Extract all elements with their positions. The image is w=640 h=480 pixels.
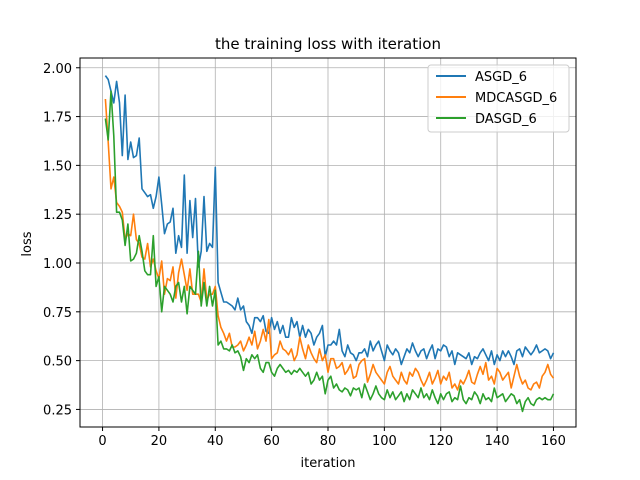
- x-tick-label: 160: [541, 434, 566, 449]
- x-axis: 0 20 40 60 80 100 120 140 160: [98, 427, 566, 449]
- legend-label-mdcasgd: MDCASGD_6: [475, 91, 557, 106]
- series-line-asgd-6: [104, 75, 555, 366]
- x-tick-label: 20: [151, 434, 168, 449]
- x-tick-label: 0: [98, 434, 106, 449]
- x-tick-label: 40: [207, 434, 224, 449]
- y-axis: 0.25 0.50 0.75 1.00 1.25 1.50 1.75 2.00: [43, 62, 80, 418]
- legend-label-dasgd: DASGD_6: [475, 112, 537, 127]
- y-tick-label: 0.50: [43, 355, 72, 370]
- y-tick-label: 1.75: [43, 111, 72, 126]
- y-tick-label: 2.00: [43, 62, 72, 77]
- y-tick-label: 0.25: [43, 403, 72, 418]
- y-axis-label: loss: [20, 231, 35, 256]
- y-tick-label: 1.00: [43, 257, 72, 272]
- y-tick-label: 0.75: [43, 306, 72, 321]
- y-tick-label: 1.50: [43, 159, 72, 174]
- legend: ASGD_6 MDCASGD_6 DASGD_6: [427, 64, 570, 133]
- legend-label-asgd: ASGD_6: [475, 70, 527, 85]
- x-tick-label: 60: [263, 434, 280, 449]
- y-tick-label: 1.25: [43, 208, 72, 223]
- x-tick-label: 80: [320, 434, 337, 449]
- series-line-mdcasgd-6: [104, 98, 555, 391]
- series-layer: [104, 75, 555, 413]
- chart-title: the training loss with iteration: [215, 35, 441, 53]
- series-line-dasgd-6: [104, 90, 555, 413]
- x-tick-label: 140: [485, 434, 510, 449]
- x-tick-label: 100: [372, 434, 397, 449]
- legend-box: [427, 64, 570, 133]
- x-tick-label: 120: [428, 434, 453, 449]
- x-axis-label: iteration: [301, 456, 356, 471]
